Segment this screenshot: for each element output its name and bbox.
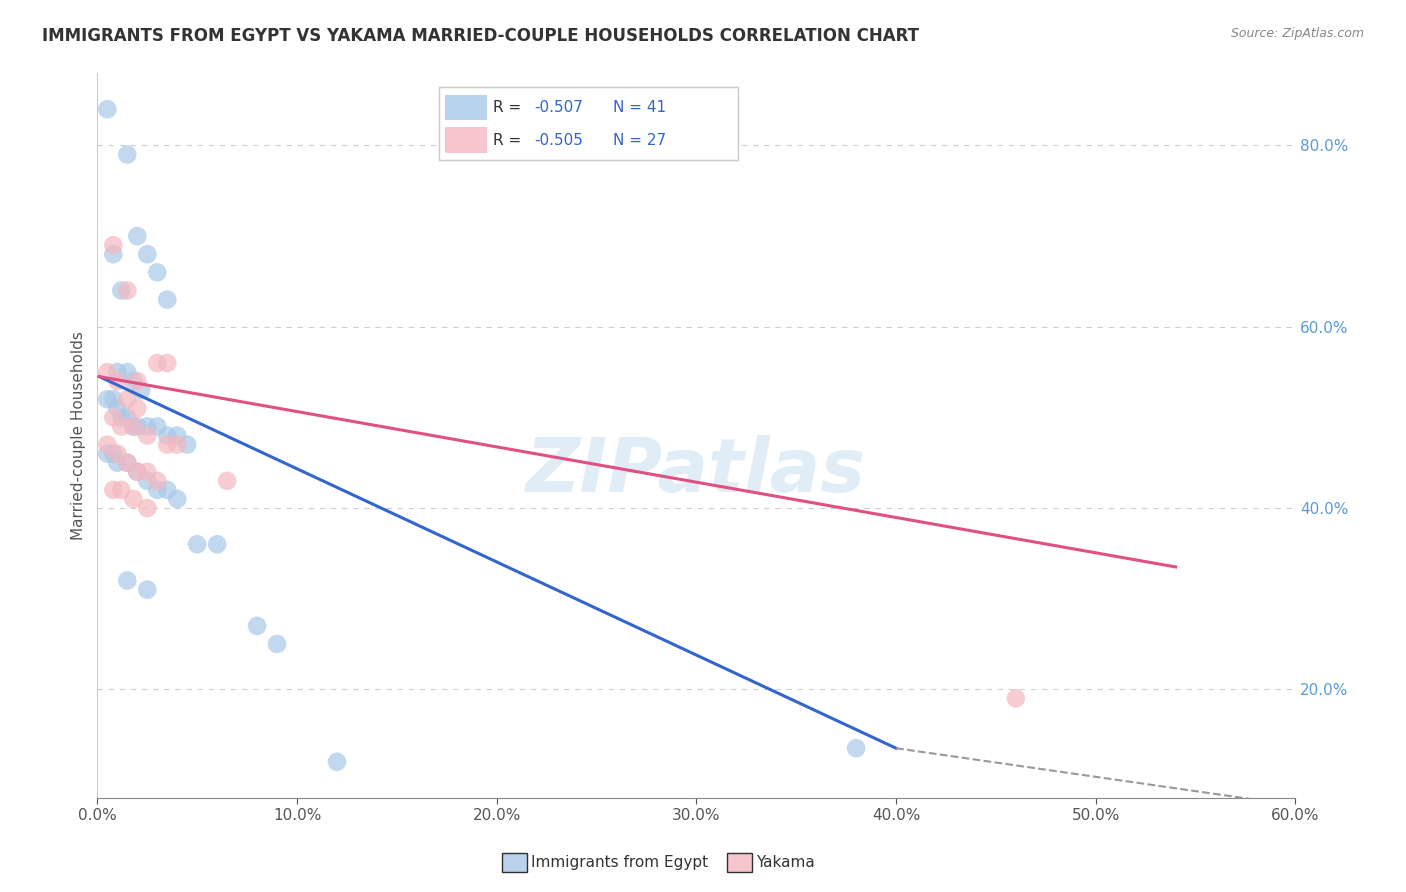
Point (117, 410, 139, 425)
Point (110, 284, 132, 298)
Point (166, 428, 188, 442)
Point (266, 637, 288, 651)
Text: ZIPatlas: ZIPatlas (526, 435, 866, 508)
Point (127, 465, 149, 479)
Text: Source: ZipAtlas.com: Source: ZipAtlas.com (1230, 27, 1364, 40)
Point (127, 229, 149, 244)
Point (127, 419, 149, 434)
Point (156, 437, 179, 451)
Point (117, 147, 139, 161)
Point (146, 483, 169, 497)
Point (136, 474, 159, 488)
Text: IMMIGRANTS FROM EGYPT VS YAKAMA MARRIED-COUPLE HOUSEHOLDS CORRELATION CHART: IMMIGRANTS FROM EGYPT VS YAKAMA MARRIED-… (42, 27, 920, 45)
Point (217, 474, 239, 488)
Point (96, 392, 118, 407)
Point (166, 491, 188, 506)
Point (117, 456, 139, 470)
Point (136, 501, 159, 516)
Point (122, 419, 145, 434)
Point (105, 456, 128, 470)
Point (122, 491, 145, 506)
Point (156, 483, 179, 497)
Point (136, 582, 159, 597)
Point (110, 419, 132, 434)
Point (103, 483, 125, 497)
Y-axis label: Married-couple Households: Married-couple Households (72, 331, 86, 540)
Point (186, 537, 208, 551)
Point (103, 410, 125, 425)
Point (156, 293, 179, 307)
Point (105, 447, 128, 461)
Point (117, 392, 139, 407)
Point (127, 401, 149, 416)
Point (110, 410, 132, 425)
Point (845, 741, 868, 756)
Point (117, 365, 139, 379)
Point (1005, 691, 1028, 706)
Point (105, 401, 128, 416)
Point (105, 365, 128, 379)
Point (122, 374, 145, 388)
Point (129, 383, 152, 397)
Point (136, 419, 159, 434)
Point (136, 465, 159, 479)
Point (156, 356, 179, 370)
Point (166, 437, 188, 451)
Point (136, 247, 159, 261)
Point (146, 419, 169, 434)
Point (96, 102, 118, 116)
Text: Immigrants from Egypt: Immigrants from Egypt (531, 855, 709, 870)
Point (103, 238, 125, 252)
Point (127, 465, 149, 479)
Point (103, 447, 125, 461)
Point (326, 755, 349, 769)
Point (117, 456, 139, 470)
Point (103, 247, 125, 261)
Point (105, 374, 128, 388)
Point (103, 392, 125, 407)
Point (246, 619, 269, 633)
Point (122, 419, 145, 434)
Point (146, 265, 169, 279)
Point (117, 574, 139, 588)
Point (156, 428, 179, 442)
Text: Yakama: Yakama (756, 855, 815, 870)
Point (205, 537, 228, 551)
Point (96, 437, 118, 451)
Point (96, 365, 118, 379)
Point (127, 374, 149, 388)
Point (146, 474, 169, 488)
Point (146, 356, 169, 370)
Point (136, 428, 159, 442)
Point (110, 483, 132, 497)
Point (176, 437, 198, 451)
Point (117, 284, 139, 298)
Point (96, 447, 118, 461)
